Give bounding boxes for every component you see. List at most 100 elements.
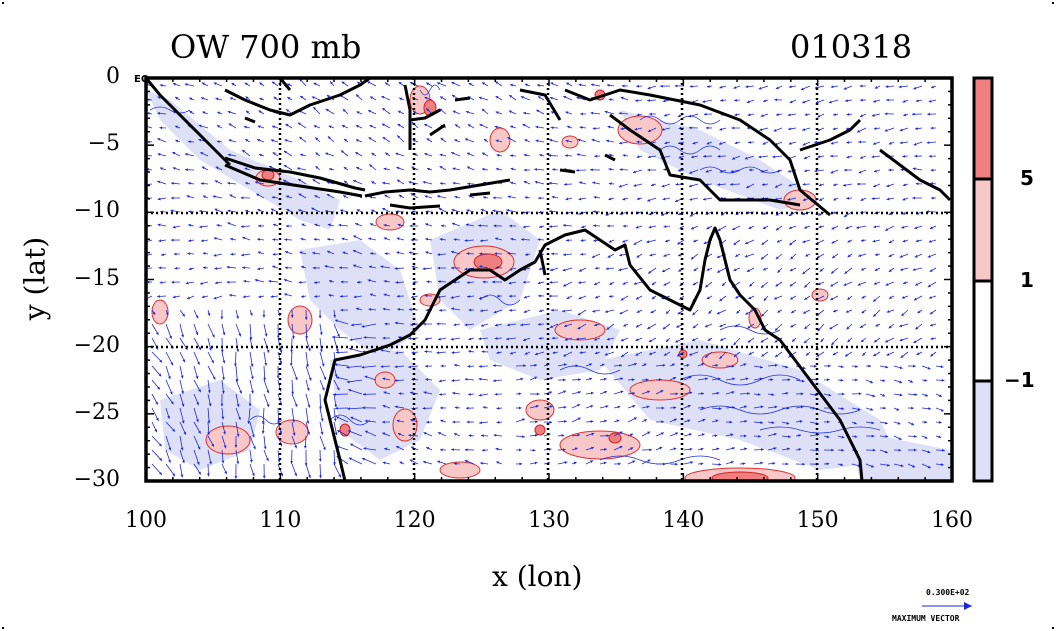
wind-vector-head — [732, 227, 736, 230]
wind-vector-head — [548, 294, 552, 298]
wind-vector-head — [355, 222, 359, 226]
wind-vector-head — [929, 226, 933, 229]
wind-vector-head — [856, 226, 860, 229]
wind-vector-head — [580, 112, 583, 116]
wind-vector-head — [368, 237, 372, 241]
wind-vector-head — [320, 431, 324, 435]
wind-vector-head — [872, 142, 876, 145]
wind-vector-head — [689, 84, 693, 88]
wind-vector-head — [760, 169, 764, 173]
wind-vector-head — [662, 197, 666, 201]
wind-vector-head — [298, 280, 302, 284]
wind-vector-head — [847, 339, 851, 343]
wind-vector-head — [196, 419, 199, 423]
wind-vector-head — [873, 313, 877, 317]
wind-vector-head — [831, 270, 835, 274]
wind-vector-head — [841, 435, 845, 439]
wind-vector-head — [221, 390, 225, 394]
wind-vector-head — [635, 353, 639, 356]
wind-vector-head — [189, 97, 193, 101]
wind-vector-head — [665, 311, 669, 314]
wind-vector-head — [787, 197, 791, 201]
wind-vector-head — [200, 152, 204, 155]
wind-vector-head — [263, 377, 267, 381]
wind-vector-head — [647, 86, 651, 90]
wind-vector-head — [357, 81, 361, 85]
wind-vector-head — [332, 335, 335, 339]
y-tick-label: −15 — [73, 265, 120, 291]
wind-vector-head — [675, 182, 679, 186]
wind-vector-head — [382, 336, 386, 340]
wind-vector-head — [369, 124, 373, 128]
wind-vector-head — [337, 333, 340, 337]
wind-vector-head — [826, 462, 830, 466]
wind-vector-head — [745, 377, 749, 381]
wind-vector-head — [339, 294, 343, 298]
wind-vector-head — [761, 353, 765, 357]
wind-vector-head — [840, 463, 844, 467]
wind-vector-head — [862, 352, 866, 356]
wind-vector-head — [188, 267, 192, 271]
wind-vector-head — [245, 182, 248, 185]
wind-vector-head — [845, 353, 849, 357]
wind-vector-head — [675, 462, 678, 466]
wind-vector-head — [257, 238, 261, 241]
wind-vector-head — [593, 195, 597, 199]
wind-vector-head — [157, 153, 161, 156]
wind-vector-head — [292, 432, 296, 436]
wind-vector-head — [423, 460, 426, 464]
wind-vector-head — [661, 406, 665, 410]
wind-vector-head — [424, 350, 428, 354]
wind-vector-head — [464, 239, 468, 242]
wind-vector-head — [187, 181, 191, 185]
wind-vector-head — [688, 184, 692, 188]
wind-vector-head — [899, 338, 903, 342]
wind-vector-head — [394, 267, 398, 270]
wind-vector-head — [660, 84, 663, 88]
wind-vector-head — [269, 165, 273, 169]
wind-vector-head — [899, 324, 903, 328]
wind-vector-head — [311, 96, 315, 100]
wind-vector-head — [313, 125, 317, 128]
wind-vector-head — [700, 447, 704, 451]
wind-vector-head — [897, 421, 901, 425]
wind-vector-head — [651, 183, 655, 187]
wind-vector-head — [478, 96, 482, 100]
wind-vector-head — [510, 125, 514, 129]
wind-vector-head — [940, 408, 944, 412]
wind-vector-head — [450, 337, 454, 341]
wind-vector-head — [735, 295, 739, 299]
wind-vector-head — [736, 310, 740, 314]
wind-vector-head — [579, 268, 583, 272]
wind-vector-head — [604, 419, 607, 423]
wind-vector-head — [898, 437, 902, 440]
wind-vector-head — [576, 96, 580, 100]
wind-vector-head — [802, 128, 806, 131]
wind-vector-head — [760, 421, 764, 425]
wind-vector-head — [882, 393, 886, 397]
wind-vector-head — [786, 447, 790, 451]
wind-vector-head — [426, 280, 430, 284]
wind-vector-head — [802, 182, 806, 186]
wind-vector-head — [398, 336, 401, 339]
wind-vector-head — [847, 239, 851, 243]
wind-vector-head — [747, 113, 751, 117]
wind-vector-head — [744, 447, 747, 451]
wind-vector-head — [507, 195, 511, 199]
wind-vector-head — [270, 139, 274, 142]
wind-vector-head — [493, 224, 497, 228]
y-tick-label: −30 — [73, 467, 120, 492]
wind-vector-head — [896, 407, 900, 411]
wind-vector-head — [361, 365, 365, 369]
wind-vector-head — [716, 255, 720, 259]
wind-vector-head — [911, 422, 915, 426]
wind-vector-head — [285, 123, 289, 127]
wind-vector-head — [195, 332, 199, 335]
wind-vector-head — [647, 390, 650, 394]
wind-vector-head — [915, 99, 919, 103]
wind-vector-head — [454, 124, 458, 127]
wind-vector-head — [762, 212, 766, 215]
wind-vector-head — [412, 111, 416, 114]
wind-vector-head — [212, 376, 216, 380]
wind-vector-head — [257, 138, 261, 142]
